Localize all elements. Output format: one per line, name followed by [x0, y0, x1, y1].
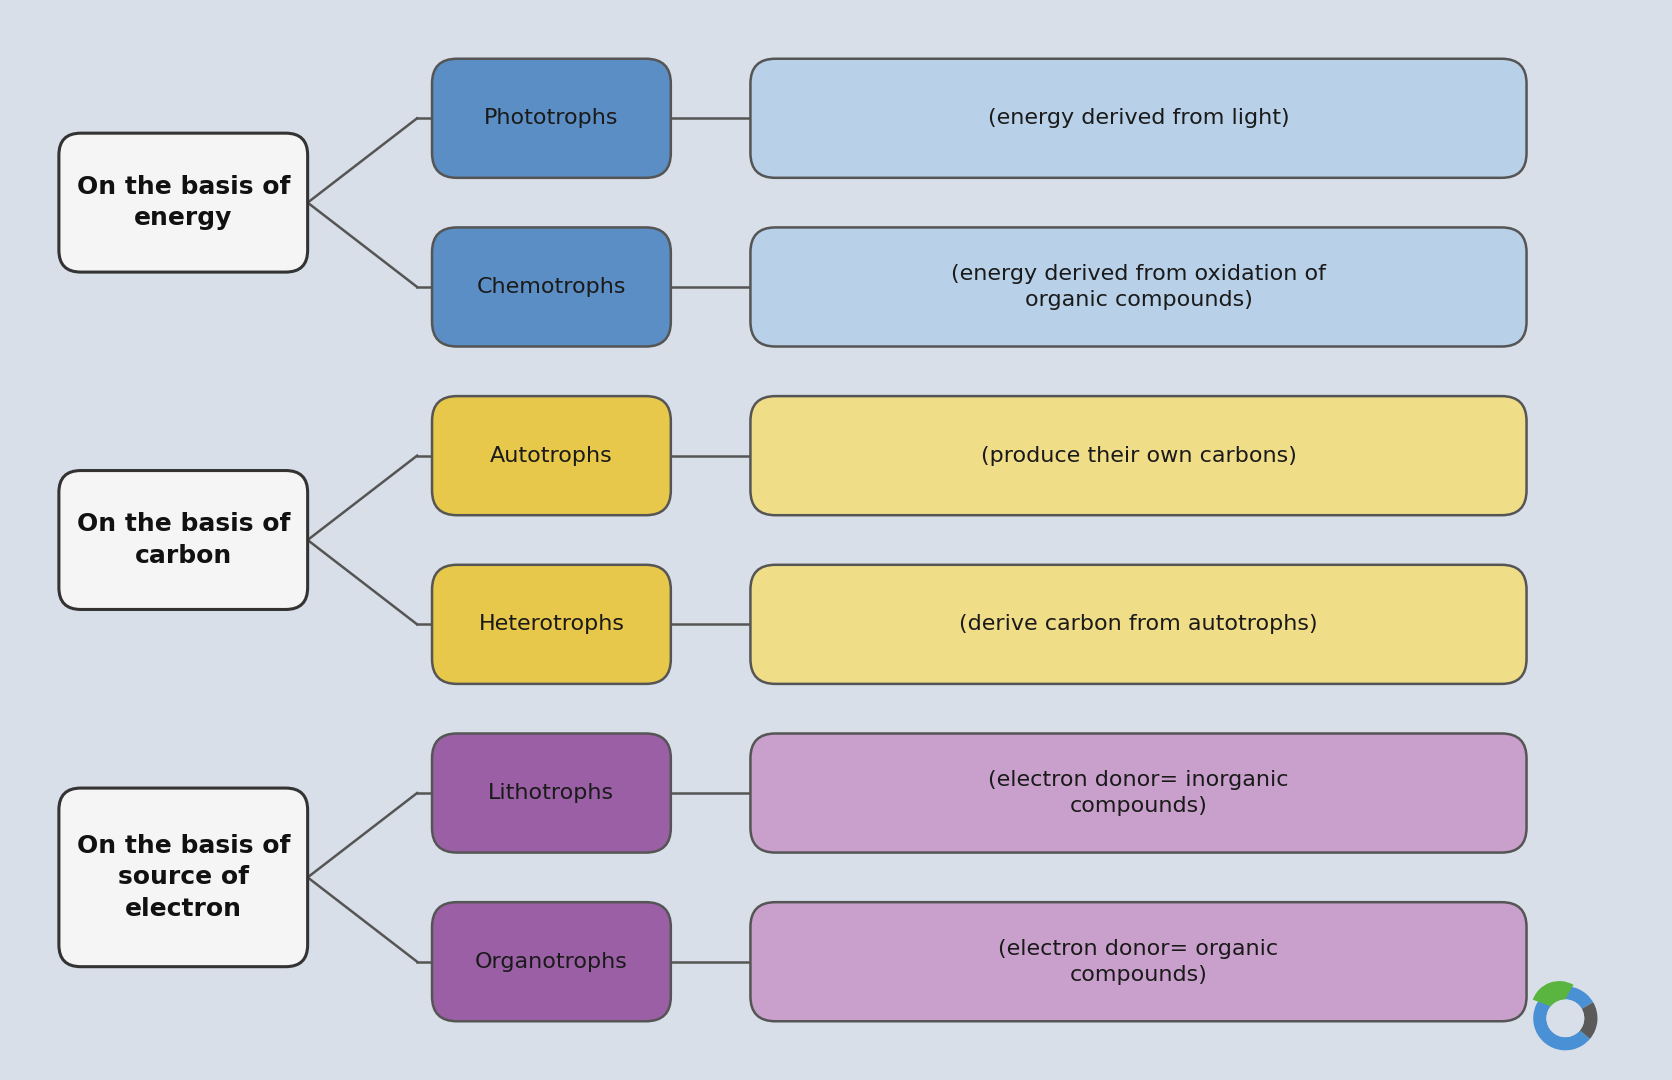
Text: (produce their own carbons): (produce their own carbons): [980, 446, 1296, 465]
FancyBboxPatch shape: [751, 58, 1527, 178]
FancyBboxPatch shape: [431, 733, 670, 852]
Text: On the basis of
source of
electron: On the basis of source of electron: [77, 834, 289, 921]
Text: (electron donor= inorganic
compounds): (electron donor= inorganic compounds): [988, 770, 1289, 816]
FancyBboxPatch shape: [59, 133, 308, 272]
FancyBboxPatch shape: [751, 902, 1527, 1022]
Text: Heterotrophs: Heterotrophs: [478, 615, 624, 634]
Text: Lithotrophs: Lithotrophs: [488, 783, 615, 804]
Wedge shape: [1533, 981, 1573, 1010]
FancyBboxPatch shape: [431, 396, 670, 515]
FancyBboxPatch shape: [431, 902, 670, 1022]
Circle shape: [1547, 999, 1585, 1037]
Text: (derive carbon from autotrophs): (derive carbon from autotrophs): [960, 615, 1318, 634]
Text: Phototrophs: Phototrophs: [485, 108, 619, 129]
FancyBboxPatch shape: [751, 228, 1527, 347]
Text: Chemotrophs: Chemotrophs: [477, 276, 627, 297]
Wedge shape: [1533, 986, 1593, 1051]
Text: (electron donor= organic
compounds): (electron donor= organic compounds): [998, 939, 1279, 985]
Text: (energy derived from oxidation of
organic compounds): (energy derived from oxidation of organi…: [951, 264, 1326, 310]
FancyBboxPatch shape: [431, 228, 670, 347]
FancyBboxPatch shape: [59, 788, 308, 967]
FancyBboxPatch shape: [431, 565, 670, 684]
FancyBboxPatch shape: [751, 396, 1527, 515]
FancyBboxPatch shape: [751, 733, 1527, 852]
Text: On the basis of
energy: On the basis of energy: [77, 175, 289, 230]
Text: Autotrophs: Autotrophs: [490, 446, 614, 465]
FancyBboxPatch shape: [751, 565, 1527, 684]
Text: On the basis of
carbon: On the basis of carbon: [77, 512, 289, 568]
Wedge shape: [1580, 1002, 1597, 1039]
FancyBboxPatch shape: [59, 471, 308, 609]
Text: (energy derived from light): (energy derived from light): [988, 108, 1289, 129]
FancyBboxPatch shape: [431, 58, 670, 178]
Text: Organotrophs: Organotrophs: [475, 951, 629, 972]
